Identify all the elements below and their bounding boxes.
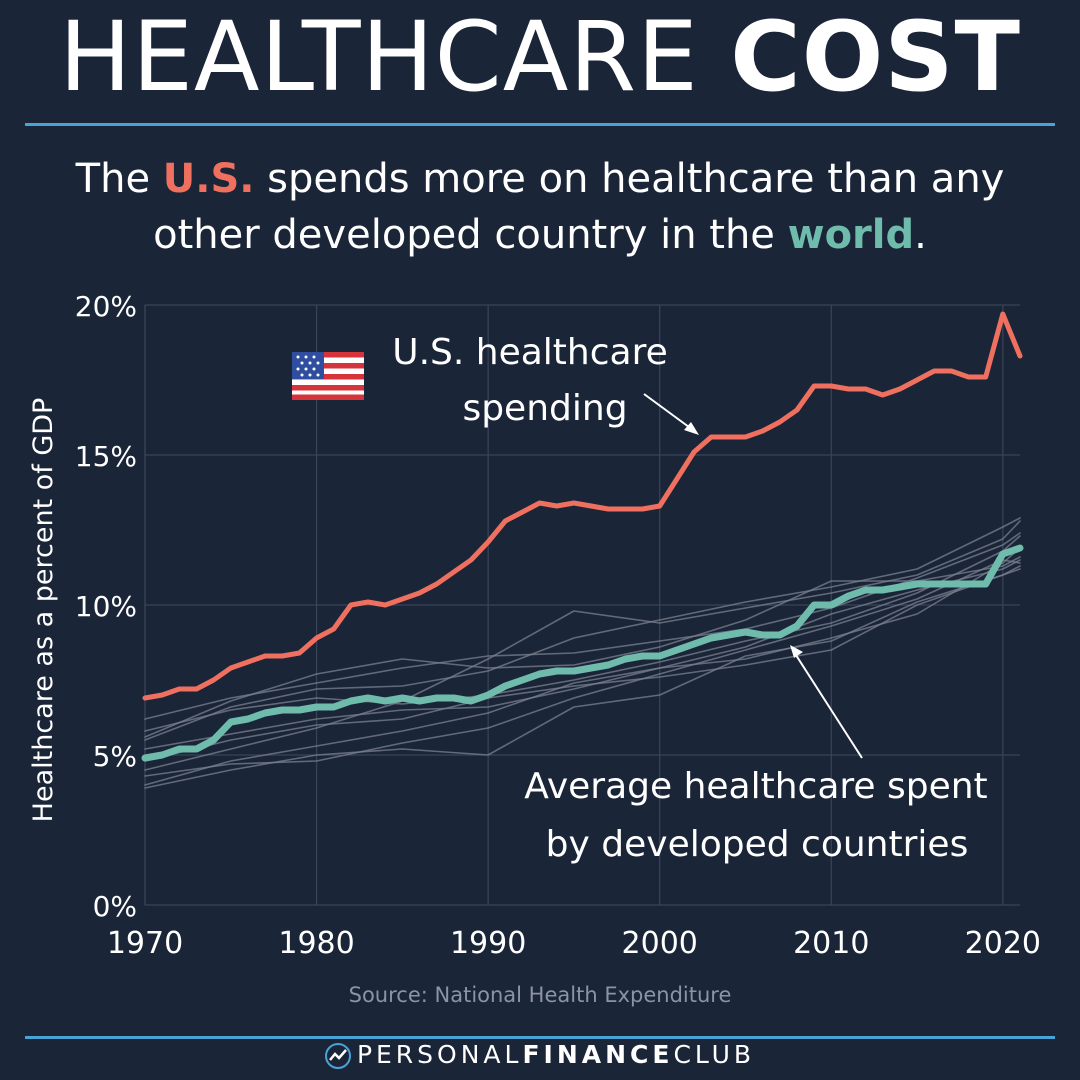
source-note: Source: National Health Expenditure (348, 983, 732, 1007)
brand-footer: PERSONALFINANCECLUB (0, 1040, 1080, 1069)
brand-regular: PERSONAL (356, 1040, 523, 1069)
y-axis-ticks: 0% 5% 10% 15% 20% (75, 290, 137, 923)
title-bold: COST (730, 1, 1021, 113)
x-tick-label: 1980 (278, 926, 354, 961)
country-series-line (144, 520, 1021, 771)
y-tick-label: 5% (93, 740, 137, 773)
x-tick-label: 2020 (965, 926, 1041, 961)
country-series-line (144, 568, 1021, 789)
country-series-line (144, 556, 1021, 738)
subtitle-text: . (914, 212, 927, 258)
x-tick-label: 1990 (450, 926, 526, 961)
average-series-line (141, 544, 1024, 762)
y-tick-label: 0% (93, 890, 137, 923)
y-tick-label: 15% (75, 440, 137, 473)
us-annotation-arrow (643, 393, 699, 435)
title-light: HEALTHCARE (59, 1, 699, 113)
subtitle-us: U.S. (162, 156, 255, 202)
country-series-line (144, 532, 1021, 720)
us-series-line (142, 311, 1023, 701)
us-flag-icon (292, 352, 364, 400)
us-annotation-line1: U.S. healthcare (392, 332, 668, 373)
subtitle-line-2: other developed country in the world. (0, 206, 1080, 264)
country-series-line (144, 535, 1021, 732)
brand-end: CLUB (673, 1040, 756, 1069)
brand-bold: FINANCE (522, 1040, 674, 1069)
country-series-line (144, 517, 1021, 741)
subtitle-text: The (75, 156, 163, 202)
subtitle-text: spends more on healthcare than any (254, 156, 1005, 202)
top-divider (25, 123, 1055, 126)
bottom-divider (25, 1036, 1055, 1039)
healthcare-gdp-chart: 0% 5% 10% 15% 20% 1970 1980 1990 2000 2010 2020 H… (28, 290, 1041, 961)
page-title: HEALTHCARE COST (0, 2, 1080, 112)
y-axis-label: Healthcare as a percent of GDP (28, 398, 59, 823)
country-series-line (144, 565, 1021, 762)
x-tick-label: 2010 (793, 926, 869, 961)
country-series-line (144, 547, 1021, 750)
us-annotation-line2: spending (462, 388, 627, 429)
subtitle-text: other developed country in the (153, 212, 788, 258)
y-tick-label: 20% (75, 290, 137, 323)
subtitle-world: world (787, 212, 915, 258)
x-tick-label: 2000 (622, 926, 698, 961)
y-tick-label: 10% (75, 590, 137, 623)
x-axis-ticks: 1970 1980 1990 2000 2010 2020 (107, 926, 1041, 961)
subtitle-line-1: The U.S. spends more on healthcare than … (0, 150, 1080, 208)
trend-up-logo-icon (324, 1043, 351, 1069)
x-tick-label: 1970 (107, 926, 183, 961)
chart-series (141, 311, 1024, 789)
avg-annotation-line1: Average healthcare spent (524, 766, 987, 807)
avg-annotation-line2: by developed countries (546, 824, 969, 865)
chart-grid (144, 304, 1020, 906)
country-series-line (144, 559, 1021, 777)
avg-annotation-arrow (790, 645, 863, 759)
